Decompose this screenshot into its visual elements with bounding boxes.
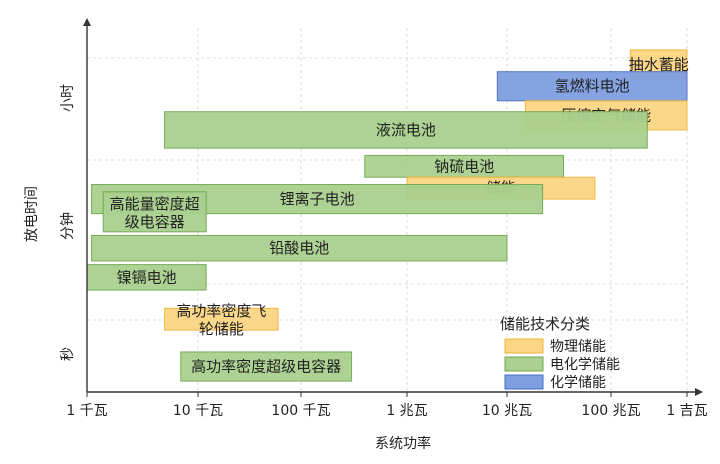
legend-label-electrochemical: 电化学储能 — [550, 357, 620, 373]
bar-label: 钠硫电池 — [434, 157, 494, 175]
bar-rect — [180, 351, 353, 382]
y-axis-arrow — [83, 18, 91, 26]
bar-label: 液流电池 — [376, 121, 436, 139]
bar-label: 抽水蓄能 — [629, 55, 689, 73]
bar-3: 液流电池 — [164, 111, 648, 149]
bar-rect — [496, 71, 688, 102]
bar-label: 氢燃料电池 — [555, 77, 630, 95]
bar-rect — [164, 111, 648, 149]
bar-7: 高能量密度超级电容器 — [102, 191, 207, 233]
x-tick-label: 1 吉瓦 — [666, 403, 707, 419]
x-axis-arrow — [695, 388, 703, 396]
bar-9: 镍镉电池 — [86, 264, 207, 291]
legend-swatch-chemical — [504, 374, 544, 390]
bar-label: 镍镉电池 — [117, 268, 177, 286]
y-tick-label: 秒 — [60, 347, 76, 361]
bar-8: 铅酸电池 — [91, 234, 508, 262]
legend-title: 储能技术分类 — [500, 315, 590, 333]
bar-rect — [91, 234, 508, 262]
chart-axes — [83, 18, 703, 397]
x-axis-title: 系统功率 — [375, 435, 431, 452]
bar-rect — [164, 307, 279, 331]
x-tick-label: 10 千瓦 — [173, 403, 223, 419]
bar-11: 高功率密度超级电容器 — [180, 351, 353, 382]
bar-rect — [102, 191, 207, 233]
y-tick-label: 分钟 — [59, 212, 76, 240]
bar-label: 锂离子电池 — [280, 190, 355, 208]
bar-label: 高功率密度超级电容器 — [191, 358, 341, 376]
legend-label-physical: 物理储能 — [550, 339, 606, 355]
x-tick-label: 10 兆瓦 — [482, 403, 532, 419]
bar-label: 铅酸电池 — [269, 239, 329, 257]
legend-swatch-electrochemical — [504, 356, 544, 372]
bar-label: 高功率密度飞轮储能 — [176, 302, 266, 338]
y-axis-title: 放电时间 — [24, 186, 40, 242]
bar-1: 氢燃料电池 — [496, 71, 688, 102]
y-tick-label: 小时 — [60, 84, 76, 112]
legend-swatch-physical — [504, 338, 544, 354]
x-tick-label: 1 兆瓦 — [386, 403, 427, 419]
legend-label-chemical: 化学储能 — [550, 375, 606, 391]
x-tick-label: 1 千瓦 — [66, 403, 107, 419]
x-tick-label: 100 兆瓦 — [581, 403, 640, 419]
x-tick-labels: 1 千瓦 10 千瓦 100 千瓦 1 兆瓦 10 兆瓦 100 兆瓦 1 吉瓦 — [66, 403, 707, 419]
x-tick-label: 100 千瓦 — [271, 403, 330, 419]
bar-4: 钠硫电池 — [364, 154, 565, 178]
bar-label: 高能量密度超级电容器 — [110, 195, 200, 231]
chart-bars: 抽水蓄能氢燃料电池压缩空气储能液流电池钠硫电池储能锂离子电池高能量密度超级电容器… — [86, 49, 689, 382]
bar-10: 高功率密度飞轮储能 — [164, 302, 279, 338]
